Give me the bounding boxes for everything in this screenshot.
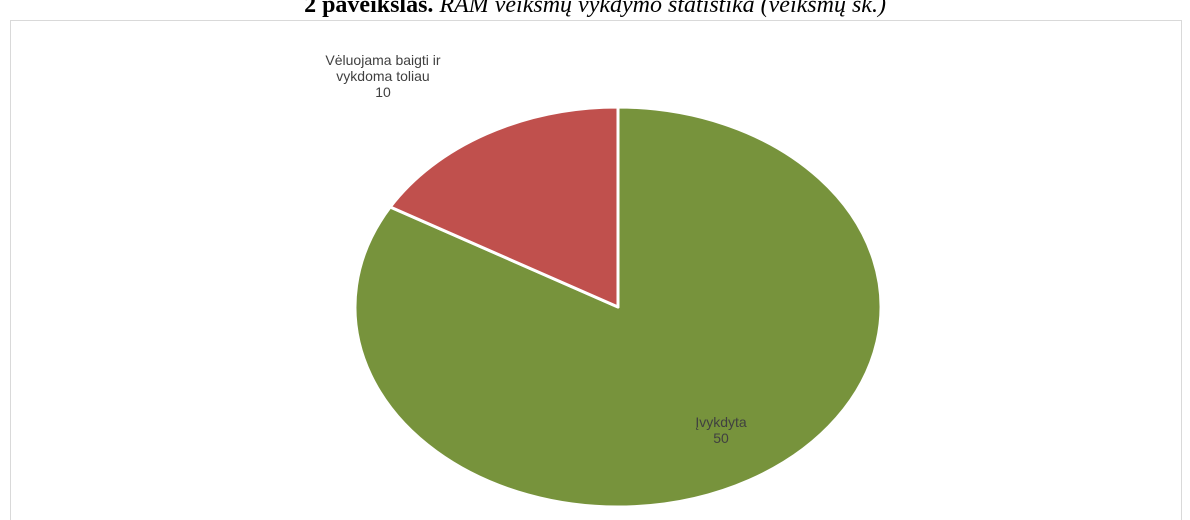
slice-label-2: Vėluojama baigti ir vykdoma toliau 10 [325, 52, 441, 100]
pie-chart: Įvykdyta 50 Vėluojama baigti ir vykdoma tol… [325, 52, 883, 508]
slice-label-1: Įvykdyta 50 [695, 414, 747, 446]
caption-title: RAM veiksmų vykdymo statistika (veiksmų … [439, 0, 886, 18]
chart-area [10, 20, 1182, 520]
figure-caption: 2 paveikslas. RAM veiksmų vykdymo statis… [0, 0, 1190, 19]
pie-slice-2 [388, 105, 620, 309]
caption-figure-number: 2 paveikslas. [304, 0, 434, 18]
